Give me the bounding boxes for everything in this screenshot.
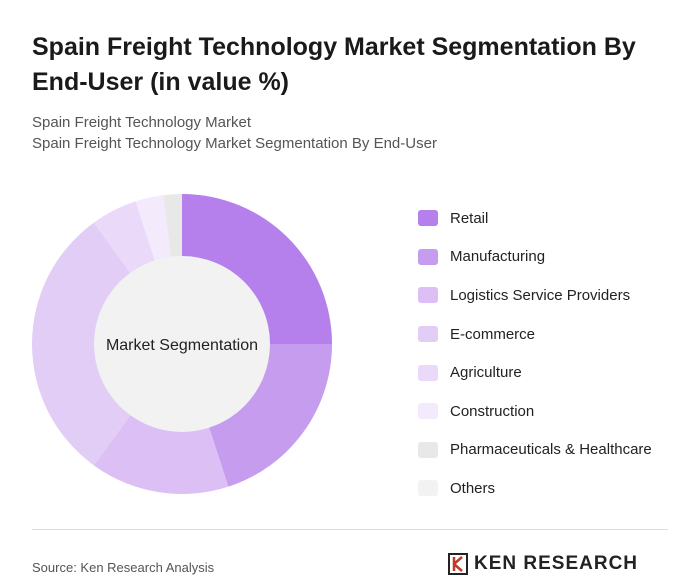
legend-item[interactable]: Agriculture [418,353,652,392]
chart-title: Spain Freight Technology Market Segmenta… [32,33,636,96]
logo-text: KEN RESEARCH [474,553,639,574]
subtitle-market: Spain Freight Technology Market [32,114,252,131]
subtitle-segmentation: Spain Freight Technology Market Segmenta… [32,135,437,152]
center-label: Market Segmentation [106,337,258,354]
legend-label: Agriculture [450,364,522,382]
source-note: Source: Ken Research Analysis [32,560,215,575]
legend-item[interactable]: Retail [418,199,652,238]
legend-item[interactable]: Manufacturing [418,238,652,277]
legend-swatch [418,248,438,265]
legend-item[interactable]: Logistics Service Providers [418,276,652,315]
legend-item[interactable]: E-commerce [418,315,652,354]
logo-icon [448,553,468,575]
ken-research-logo: KEN RESEARCH [448,553,638,575]
legend-label: Pharmaceuticals & Healthcare [450,441,652,459]
divider [32,529,668,530]
legend-label: Retail [450,209,489,227]
legend-label: Others [450,479,496,497]
legend-item[interactable]: Pharmaceuticals & Healthcare [418,431,652,470]
legend-swatch [418,210,438,227]
legend-swatch [418,480,438,497]
legend-swatch [418,441,438,458]
legend-swatch [418,326,438,343]
donut-chart: Market Segmentation [31,194,332,494]
legend-label: Construction [450,402,535,420]
legend-label: Logistics Service Providers [450,286,631,304]
legend-swatch [418,364,438,381]
legend: Retail Manufacturing Logistics Service Pro… [418,199,652,508]
legend-label: E-commerce [450,325,536,343]
legend-swatch [418,287,438,304]
donut-hole [94,256,270,432]
legend-item[interactable]: Construction [418,392,652,431]
legend-label: Manufacturing [450,248,546,266]
legend-swatch [418,403,438,420]
legend-item[interactable]: Others [418,469,652,508]
